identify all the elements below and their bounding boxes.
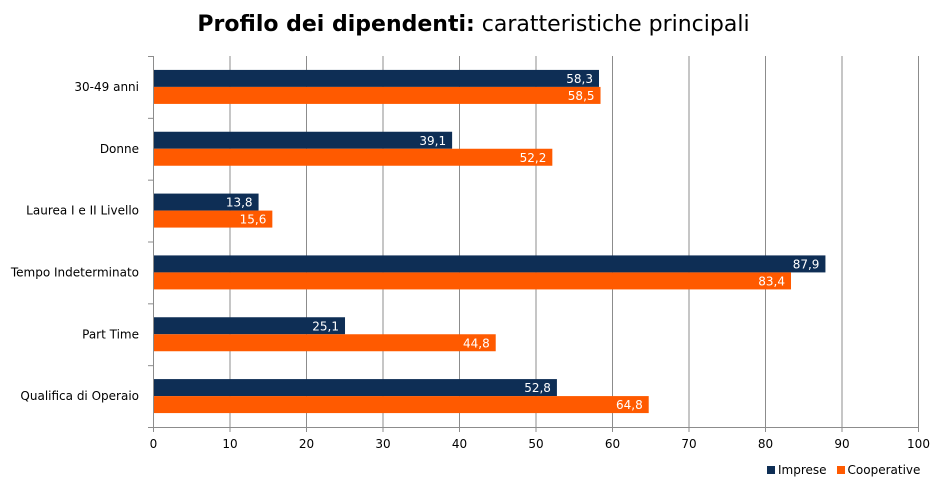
- x-tick-label-60: 60: [605, 437, 620, 451]
- x-tick-label-10: 10: [222, 437, 237, 451]
- data-label-cooperative-donne: 52,2: [520, 151, 547, 165]
- data-label-imprese-part-time: 25,1: [312, 319, 339, 333]
- data-label-cooperative-30-49-anni: 58,5: [568, 89, 595, 103]
- data-label-cooperative-laurea-i-e-ii-livello: 15,6: [240, 213, 267, 227]
- data-label-imprese-30-49-anni: 58,3: [566, 72, 593, 86]
- bar-imprese-30-49-anni: [154, 69, 599, 87]
- data-label-cooperative-part-time: 44,8: [463, 336, 490, 350]
- y-category-label-qualifica-di-operaio: Qualifica di Operaio: [20, 389, 139, 403]
- legend-item-imprese: Imprese: [767, 463, 827, 477]
- bar-imprese-part-time: [154, 317, 346, 335]
- chart-title-rest: caratteristiche principali: [474, 12, 750, 37]
- bar-cooperative-qualifica-di-operaio: [154, 396, 649, 414]
- bar-cooperative-30-49-anni: [154, 86, 601, 104]
- x-tick-label-70: 70: [681, 437, 696, 451]
- x-tick-label-0: 0: [150, 437, 158, 451]
- bar-cooperative-laurea-i-e-ii-livello: [154, 210, 273, 228]
- data-label-imprese-laurea-i-e-ii-livello: 13,8: [226, 196, 253, 210]
- x-tick-label-30: 30: [375, 437, 390, 451]
- y-category-label-laurea-i-e-ii-livello: Laurea I e II Livello: [26, 204, 139, 218]
- x-tick-label-100: 100: [907, 437, 930, 451]
- data-label-imprese-donne: 39,1: [419, 134, 446, 148]
- x-tick-label-50: 50: [528, 437, 543, 451]
- x-tick-label-90: 90: [834, 437, 849, 451]
- legend: Imprese Cooperative: [767, 463, 930, 477]
- x-tick-label-40: 40: [452, 437, 467, 451]
- x-tick-label-20: 20: [299, 437, 314, 451]
- data-label-cooperative-tempo-indeterminato: 83,4: [758, 274, 785, 288]
- legend-label-imprese: Imprese: [778, 463, 827, 477]
- legend-item-cooperative: Cooperative: [836, 463, 921, 477]
- chart-title-bold: Profilo dei dipendenti:: [197, 12, 475, 37]
- x-tick-label-80: 80: [758, 437, 773, 451]
- y-category-label-part-time: Part Time: [82, 327, 139, 341]
- y-category-label-30-49-anni: 30-49 anni: [74, 80, 139, 94]
- bar-imprese-qualifica-di-operaio: [154, 379, 557, 397]
- bar-cooperative-tempo-indeterminato: [154, 272, 792, 290]
- chart-title: Profilo dei dipendenti: caratteristiche …: [0, 12, 947, 37]
- y-category-label-donne: Donne: [100, 142, 139, 156]
- bar-imprese-laurea-i-e-ii-livello: [154, 193, 259, 211]
- legend-swatch-imprese: [767, 466, 775, 474]
- data-label-imprese-tempo-indeterminato: 87,9: [793, 257, 820, 271]
- legend-swatch-cooperative: [836, 466, 845, 474]
- y-category-label-tempo-indeterminato: Tempo Indeterminato: [10, 265, 139, 279]
- legend-label-cooperative: Cooperative: [847, 463, 921, 477]
- bar-imprese-donne: [154, 131, 453, 149]
- bar-imprese-tempo-indeterminato: [154, 255, 826, 273]
- bar-cooperative-part-time: [154, 334, 496, 352]
- data-label-imprese-qualifica-di-operaio: 52,8: [524, 381, 551, 395]
- data-label-cooperative-qualifica-di-operaio: 64,8: [616, 398, 643, 412]
- bar-cooperative-donne: [154, 148, 553, 166]
